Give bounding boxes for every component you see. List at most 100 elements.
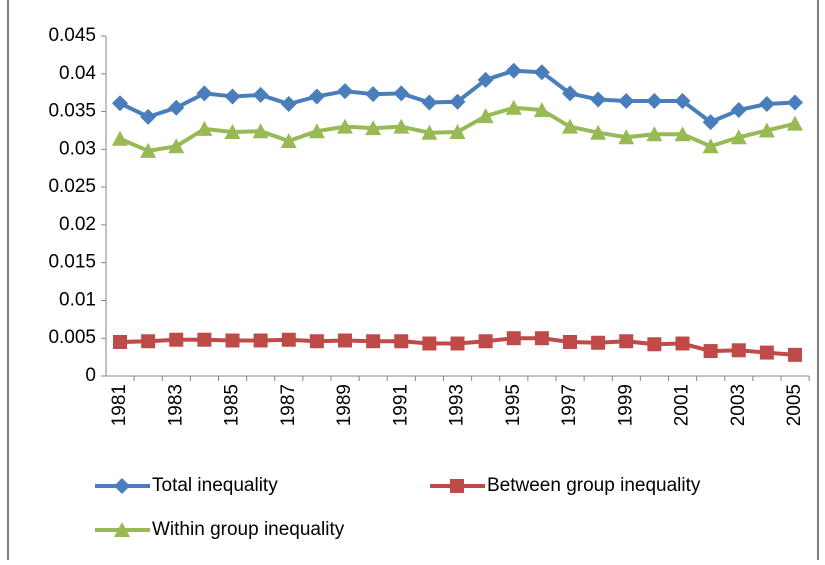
point xyxy=(703,344,718,359)
y-tick-label: 0.045 xyxy=(48,25,96,46)
x-tick-label: 1987 xyxy=(278,384,299,426)
point xyxy=(646,92,663,109)
point xyxy=(533,102,550,118)
x-tick-label: 1983 xyxy=(165,384,186,426)
point xyxy=(196,120,213,136)
x-tick-label: 2003 xyxy=(728,384,749,426)
y-tick-label: 0.005 xyxy=(48,327,96,348)
point xyxy=(168,138,185,154)
y-tick-label: 0.02 xyxy=(59,214,96,235)
point xyxy=(308,88,325,105)
point xyxy=(619,334,634,349)
point xyxy=(477,71,494,88)
point xyxy=(731,343,746,358)
point xyxy=(787,115,803,131)
point xyxy=(505,99,522,115)
point xyxy=(449,93,466,110)
y-tick-label: 0.04 xyxy=(59,63,96,84)
point xyxy=(394,334,409,349)
y-tick-label: 0 xyxy=(85,365,96,386)
y-tick-label: 0.025 xyxy=(48,176,96,197)
point xyxy=(534,331,549,346)
point xyxy=(533,64,550,81)
point xyxy=(646,126,663,142)
chart-border xyxy=(7,0,819,565)
point xyxy=(562,118,578,134)
point xyxy=(563,335,577,349)
legend-marker xyxy=(450,479,464,493)
point xyxy=(169,332,184,347)
point xyxy=(113,335,127,349)
point xyxy=(308,123,325,139)
x-tick-label: 1993 xyxy=(447,384,468,426)
point xyxy=(730,102,747,119)
point xyxy=(253,333,268,348)
point xyxy=(225,333,240,348)
point xyxy=(758,96,775,112)
point xyxy=(422,336,437,351)
point xyxy=(112,95,128,112)
x-tick-label: 1981 xyxy=(109,384,130,426)
point xyxy=(590,91,607,108)
point xyxy=(224,123,241,139)
point xyxy=(449,123,466,139)
point xyxy=(506,331,521,346)
point xyxy=(365,120,382,136)
x-tick-label: 1989 xyxy=(334,384,355,426)
point xyxy=(788,347,802,362)
y-tick-label: 0.035 xyxy=(48,101,96,122)
x-tick-label: 1999 xyxy=(615,384,636,426)
point xyxy=(366,334,381,349)
point xyxy=(224,88,241,105)
point xyxy=(393,85,410,102)
point xyxy=(140,142,157,158)
point xyxy=(252,86,269,103)
point xyxy=(647,337,662,352)
point xyxy=(168,99,185,116)
point xyxy=(702,114,719,131)
point xyxy=(280,96,297,112)
point xyxy=(758,122,775,138)
point xyxy=(787,94,803,111)
point xyxy=(337,83,353,100)
point xyxy=(280,133,297,149)
point xyxy=(702,138,719,154)
point xyxy=(309,334,324,349)
point xyxy=(591,335,606,350)
legend-label: Between group inequality xyxy=(487,475,701,496)
point xyxy=(674,126,691,142)
y-tick-label: 0.01 xyxy=(59,289,96,310)
point xyxy=(477,108,494,124)
point xyxy=(421,94,438,111)
y-tick-label: 0.015 xyxy=(48,252,96,273)
point xyxy=(252,123,269,139)
point xyxy=(562,85,578,102)
legend-label: Within group inequality xyxy=(152,519,345,540)
point xyxy=(197,332,212,347)
point xyxy=(338,333,352,348)
legend-label: Total inequality xyxy=(152,475,278,496)
point xyxy=(759,345,774,360)
point xyxy=(393,118,410,134)
point xyxy=(618,92,635,109)
point xyxy=(675,336,690,351)
point xyxy=(421,124,438,140)
point xyxy=(730,129,747,145)
x-tick-label: 2005 xyxy=(784,384,805,426)
point xyxy=(590,124,607,140)
y-tick-label: 0.03 xyxy=(59,138,96,159)
point xyxy=(674,92,691,109)
x-tick-label: 1997 xyxy=(559,384,580,426)
point xyxy=(450,336,465,351)
point xyxy=(141,334,156,349)
point xyxy=(618,129,635,145)
point xyxy=(337,118,353,134)
point xyxy=(196,85,213,102)
x-tick-label: 1991 xyxy=(390,384,411,426)
point xyxy=(281,332,296,347)
point xyxy=(365,86,382,103)
point xyxy=(478,334,493,349)
point xyxy=(505,62,522,79)
